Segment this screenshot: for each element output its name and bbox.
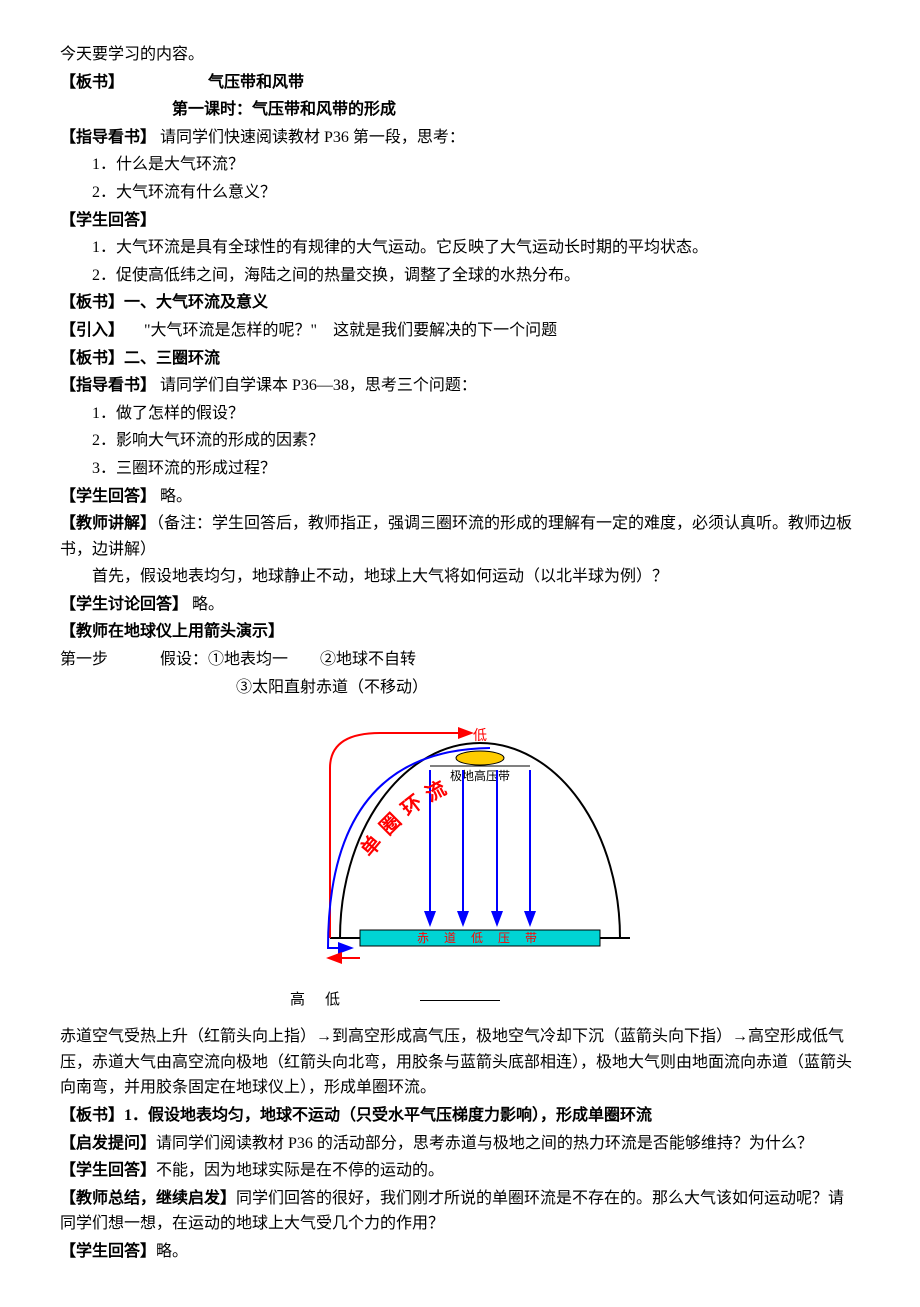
tag: 【板书】 <box>60 74 124 91</box>
label-low: 低 <box>325 988 340 1012</box>
boardwriting-4: 【板书】1．假设地表均匀，地球不运动（只受水平气压梯度力影响），形成单圈环流 <box>60 1103 860 1129</box>
text: 略。 <box>192 596 224 613</box>
text: 略。 <box>156 1243 188 1260</box>
boardwriting-2: 【板书】一、大气环流及意义 <box>60 290 860 316</box>
guide-read-1-q1: 1．什么是大气环流？ <box>60 152 860 178</box>
tag: 【教师讲解】 <box>60 515 156 532</box>
tag: 【学生讨论回答】 <box>60 596 188 613</box>
guide-read-2: 【指导看书】 请同学们自学课本 P36—38，思考三个问题： <box>60 373 860 399</box>
tag: 【学生回答】 <box>60 1243 156 1260</box>
text: （备注：学生回答后，教师指正，强调三圈环流的形成的理解有一定的难度，必须认真听。… <box>60 515 852 558</box>
tag: 【引入】 <box>60 322 124 339</box>
svg-text:低: 低 <box>473 728 487 744</box>
blank-line <box>420 1000 500 1001</box>
svg-text:流: 流 <box>421 776 450 807</box>
text: 略。 <box>160 488 192 505</box>
student-answer-3: 【学生回答】不能，因为地球实际是在不停的运动的。 <box>60 1158 860 1184</box>
teacher-explain: 【教师讲解】（备注：学生回答后，教师指正，强调三圈环流的形成的理解有一定的难度，… <box>60 511 860 562</box>
tag: 【启发提问】 <box>60 1135 156 1152</box>
svg-text:圈: 圈 <box>375 809 405 839</box>
step-1-line2: ③太阳直射赤道（不移动） <box>60 675 860 701</box>
student-answer-1-a2: 2．促使高低纬之间，海陆之间的热量交换，调整了全球的水热分布。 <box>60 263 860 289</box>
student-answer-1-a1: 1．大气环流是具有全球性的有规律的大气运动。它反映了大气运动长时期的平均状态。 <box>60 235 860 261</box>
text: 不能，因为地球实际是在不停的运动的。 <box>156 1162 444 1179</box>
guide-read-2-q1: 1．做了怎样的假设？ <box>60 401 860 427</box>
student-discuss: 【学生讨论回答】 略。 <box>60 592 860 618</box>
step-assume: 假设：①地表均一 ②地球不自转 <box>112 651 416 668</box>
student-answer-2: 【学生回答】 略。 <box>60 484 860 510</box>
single-cell-circulation-diagram: 赤 道 低 压 带 低 极地高压带 单 圈 环 流 高 低 <box>60 708 860 1012</box>
text: 请同学们阅读教材 P36 的活动部分，思考赤道与极地之间的热力环流是否能够维持？… <box>156 1135 813 1152</box>
svg-text:赤 道 低 压 带: 赤 道 低 压 带 <box>417 931 543 945</box>
svg-text:极地高压带: 极地高压带 <box>450 768 510 783</box>
teacher-summary: 【教师总结，继续启发】同学们回答的很好，我们刚才所说的单圈环流是不存在的。那么大… <box>60 1186 860 1237</box>
tag: 【教师总结，继续启发】 <box>60 1190 236 1207</box>
tag: 【指导看书】 <box>60 377 156 394</box>
boardwriting-3: 【板书】二、三圈环流 <box>60 346 860 372</box>
text: 请同学们快速阅读教材 P36 第一段，思考： <box>160 129 465 146</box>
tag: 【学生回答】 <box>60 1162 156 1179</box>
student-answer-1-tag: 【学生回答】 <box>60 208 860 234</box>
text: "大气环流是怎样的呢？" 这就是我们要解决的下一个问题 <box>128 322 557 339</box>
diagram-bottom-labels: 高 低 <box>230 988 690 1012</box>
guide-read-2-q3: 3．三圈环流的形成过程？ <box>60 456 860 482</box>
guide-read-2-q2: 2．影响大气环流的形成的因素？ <box>60 428 860 454</box>
teacher-globe-demo: 【教师在地球仪上用箭头演示】 <box>60 619 860 645</box>
step-1: 第一步 假设：①地表均一 ②地球不自转 <box>60 647 860 673</box>
guide-read-1: 【指导看书】 请同学们快速阅读教材 P36 第一段，思考： <box>60 125 860 151</box>
explain-paragraph: 赤道空气受热上升（红箭头向上指）→到高空形成高气压，极地空气冷却下沉（蓝箭头向下… <box>60 1024 860 1101</box>
guide-read-1-q2: 2．大气环流有什么意义？ <box>60 180 860 206</box>
svg-text:环: 环 <box>398 792 427 822</box>
text: 请同学们自学课本 P36—38，思考三个问题： <box>160 377 477 394</box>
inspire-question: 【启发提问】请同学们阅读教材 P36 的活动部分，思考赤道与极地之间的热力环流是… <box>60 1131 860 1157</box>
tag: 【学生回答】 <box>60 488 156 505</box>
yinru-line: 【引入】 "大气环流是怎样的呢？" 这就是我们要解决的下一个问题 <box>60 318 860 344</box>
step-label: 第一步 <box>60 651 108 668</box>
title: 气压带和风带 <box>128 74 304 91</box>
teacher-explain-para: 首先，假设地表均匀，地球静止不动，地球上大气将如何运动（以北半球为例）？ <box>60 564 860 590</box>
tag: 【指导看书】 <box>60 129 156 146</box>
label-high: 高 <box>290 988 305 1012</box>
student-answer-4: 【学生回答】略。 <box>60 1239 860 1265</box>
boardwriting-1: 【板书】 气压带和风带 <box>60 70 860 96</box>
circulation-svg: 赤 道 低 压 带 低 极地高压带 单 圈 环 流 <box>280 708 640 968</box>
boardwriting-1-sub: 第一课时：气压带和风带的形成 <box>60 97 860 123</box>
intro-line: 今天要学习的内容。 <box>60 42 860 68</box>
